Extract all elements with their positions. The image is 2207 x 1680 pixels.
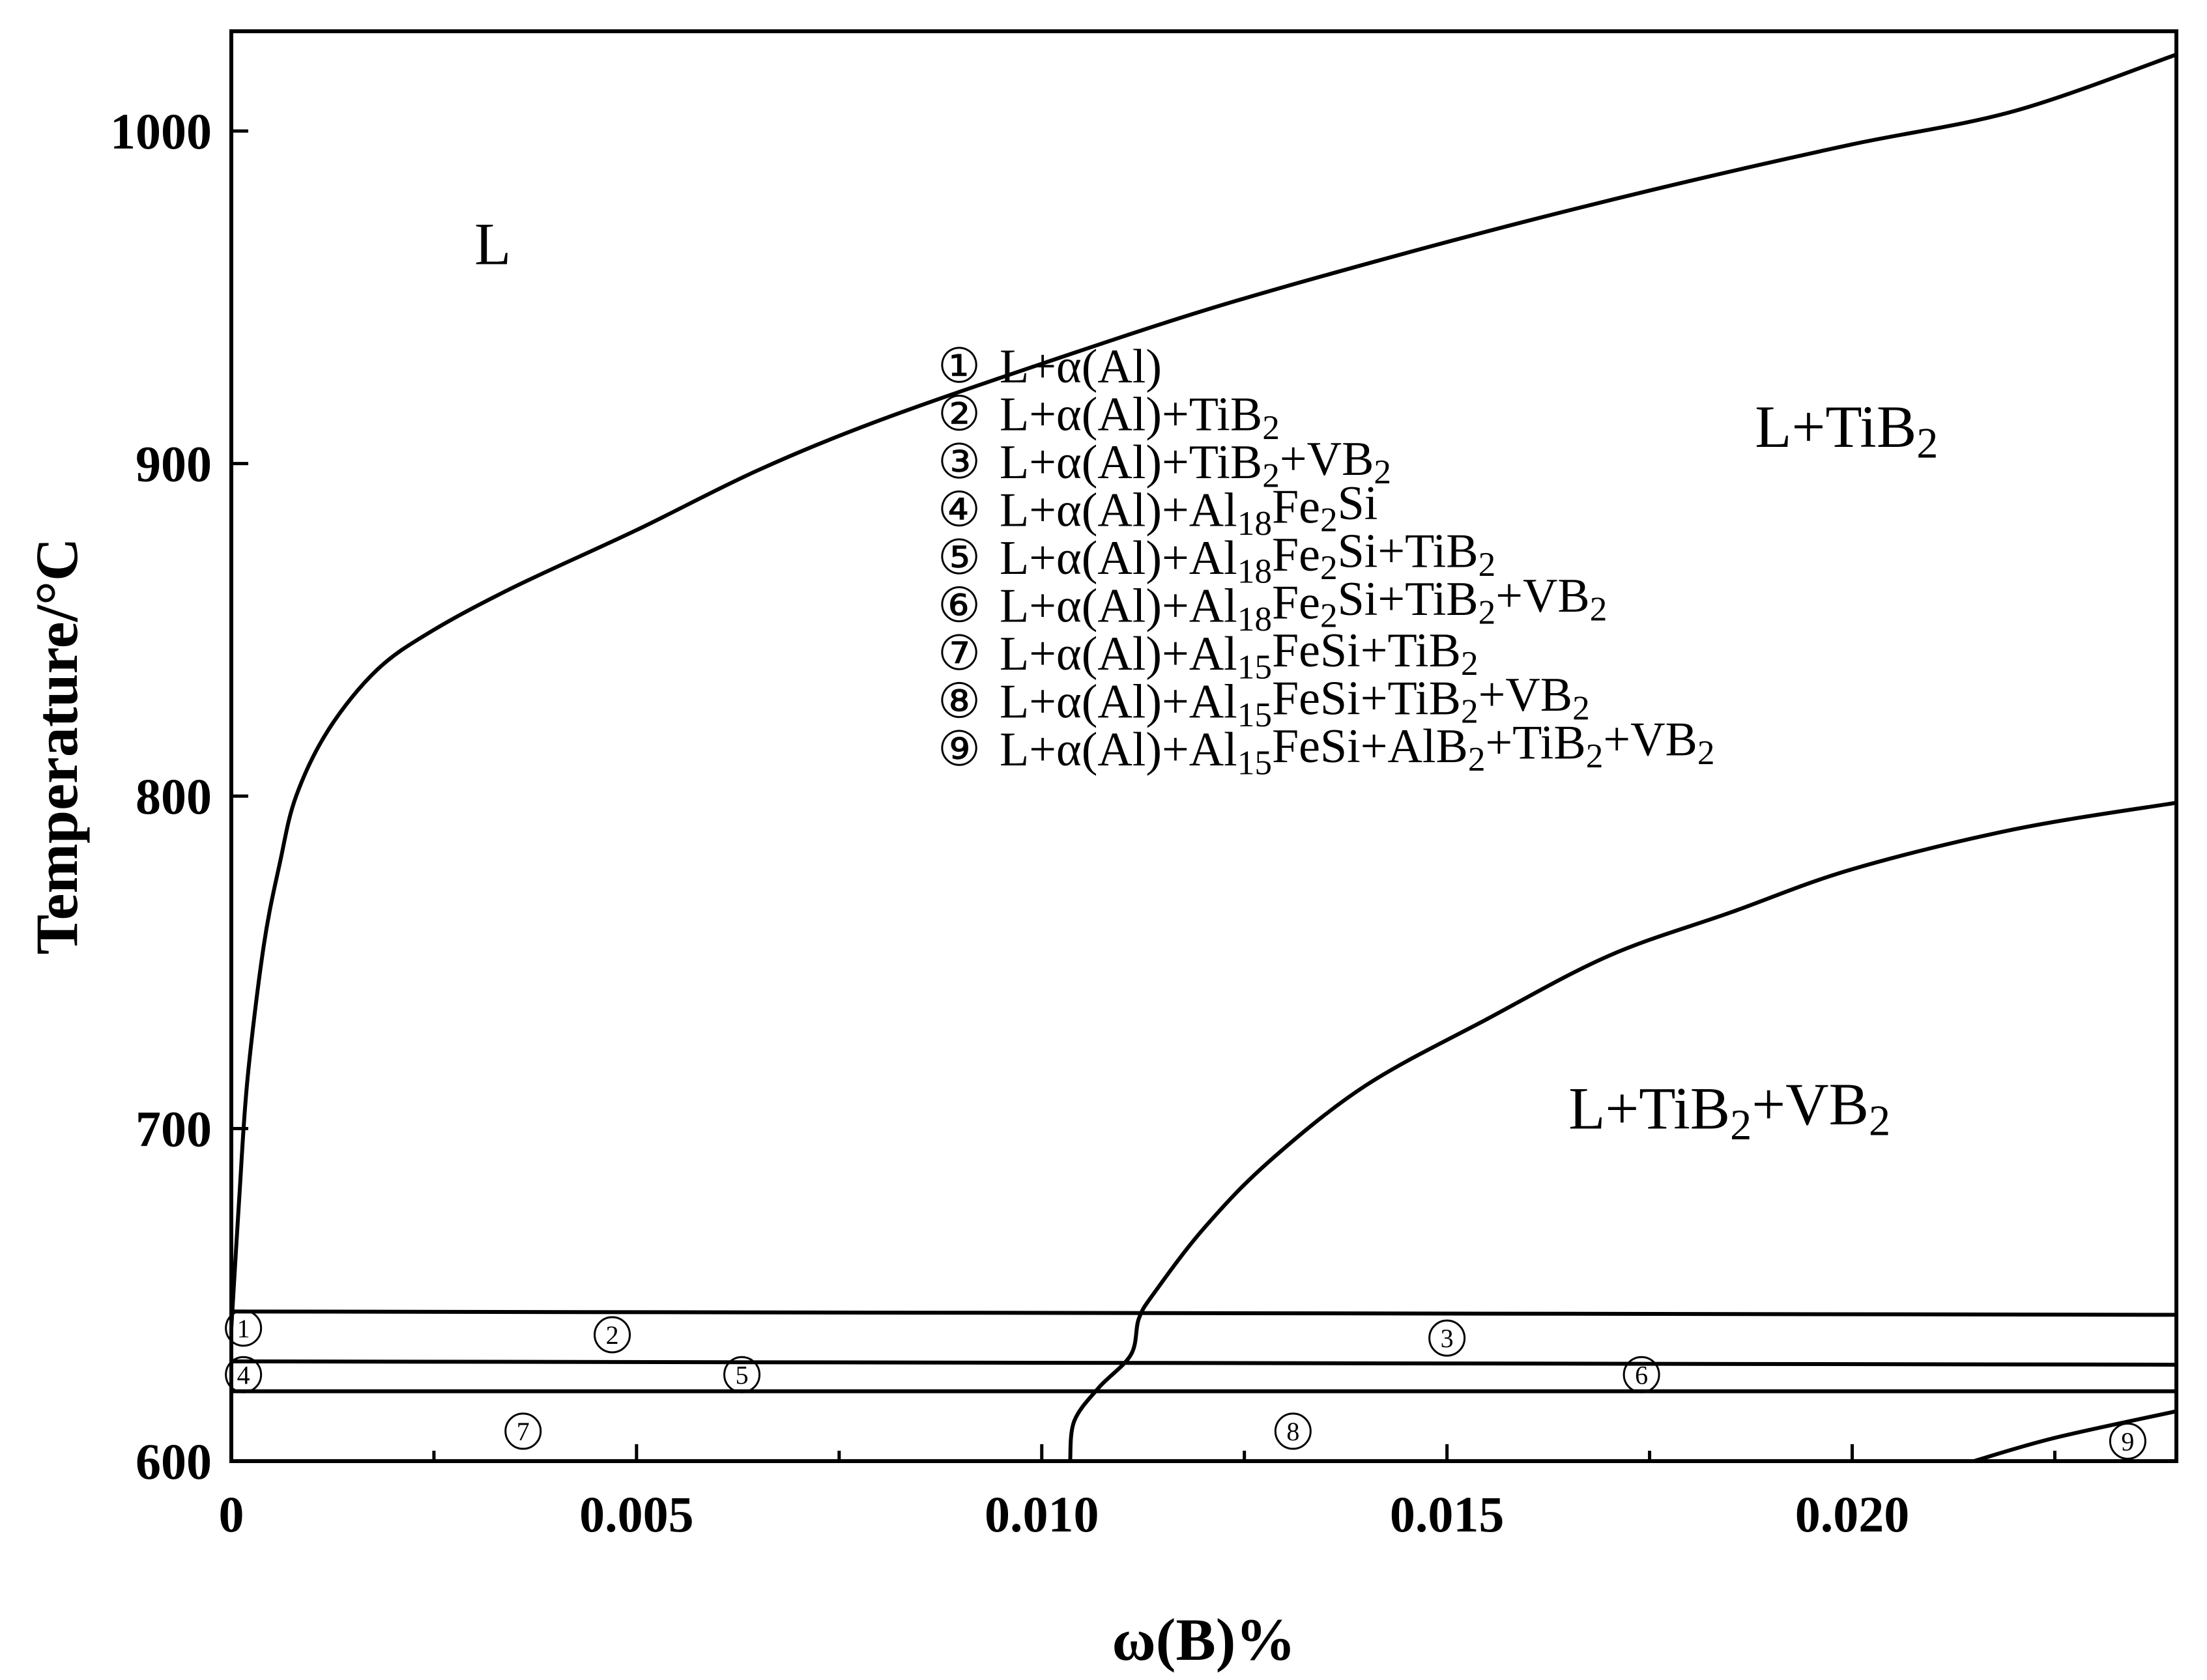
region-marker-8: 8 xyxy=(1274,1412,1312,1450)
x-tick-label: 0.020 xyxy=(1795,1486,1910,1543)
x-tick-label: 0 xyxy=(219,1486,244,1543)
legend-entry-7: L+α(Al)+Al15FeSi+TiB2 xyxy=(1000,624,1479,686)
series-layer xyxy=(229,52,2178,1463)
region-marker-circle xyxy=(225,1356,263,1393)
region-marker-2: 2 xyxy=(594,1316,631,1354)
region-marker-label: 1 xyxy=(237,1314,250,1343)
legend-number-4: ④ xyxy=(938,484,981,537)
series-line-2 xyxy=(1068,801,2178,1463)
legend-number-9: ⑨ xyxy=(938,723,981,776)
region-marker-7: 7 xyxy=(504,1412,542,1450)
region-labels-layer: L L+TiB2 L+TiB2+VB2 xyxy=(474,210,1938,1149)
region-marker-label: 7 xyxy=(517,1417,530,1446)
region-marker-label: 3 xyxy=(1441,1324,1454,1353)
legend-number-2: ② xyxy=(938,388,981,442)
y-tick-label: 700 xyxy=(136,1101,212,1158)
series-line-3 xyxy=(229,1309,2178,1317)
region-marker-circle xyxy=(723,1356,761,1393)
region-marker-4: 4 xyxy=(225,1356,263,1393)
region-marker-circle xyxy=(2109,1422,2146,1460)
legend-number-6: ⑥ xyxy=(938,580,981,633)
region-marker-label: 8 xyxy=(1286,1417,1299,1446)
legend-entry-9: L+α(Al)+Al15FeSi+AlB2+TiB2+VB2 xyxy=(1000,713,1715,782)
plot-frame xyxy=(229,29,2178,1463)
region-marker-label: 5 xyxy=(736,1360,749,1389)
region-marker-circle xyxy=(1428,1319,1466,1357)
y-axis-title: Temperature/°C xyxy=(23,538,90,955)
legend-number-5: ⑤ xyxy=(938,532,981,585)
region-label-3: L+TiB2+VB2 xyxy=(1568,1071,1890,1149)
legend-entry-1: L+α(Al) xyxy=(1000,340,1162,393)
legend-entry-3: L+α(Al)+TiB2+VB2 xyxy=(1000,433,1391,495)
region-marker-9: 9 xyxy=(2109,1422,2146,1460)
ticks-layer: 0 0.005 0.010 0.015 0.020 600 700 800 900 1000 xyxy=(110,103,2056,1543)
series-line-4 xyxy=(229,1359,2178,1367)
legend-number-3: ③ xyxy=(938,436,981,489)
region-label-1: L xyxy=(474,210,511,277)
legend-number-8: ⑧ xyxy=(938,676,981,729)
legend-entry-2: L+α(Al)+TiB2 xyxy=(1000,388,1280,447)
region-marker-circle xyxy=(1623,1356,1660,1393)
region-marker-label: 6 xyxy=(1635,1360,1648,1389)
region-marker-label: 2 xyxy=(606,1320,619,1350)
markers-layer: 1 2 3 4 5 6 7 8 9 xyxy=(225,1309,2146,1460)
x-axis-title: ω(B)% xyxy=(1112,1606,1296,1673)
y-tick-label: 800 xyxy=(136,768,212,825)
region-marker-circle xyxy=(1274,1412,1312,1450)
region-marker-circle xyxy=(504,1412,542,1450)
region-marker-1: 1 xyxy=(225,1309,263,1347)
legend-entry-8: L+α(Al)+Al15FeSi+TiB2+VB2 xyxy=(1000,668,1590,734)
series-line-6 xyxy=(1972,1409,2178,1463)
region-marker-circle xyxy=(594,1316,631,1354)
region-marker-label: 4 xyxy=(237,1360,250,1389)
x-tick-label: 0.015 xyxy=(1390,1486,1505,1543)
region-marker-6: 6 xyxy=(1623,1356,1660,1393)
legend-number-7: ⑦ xyxy=(938,627,981,681)
y-tick-label: 600 xyxy=(136,1433,212,1490)
y-tick-label: 1000 xyxy=(110,103,212,160)
region-marker-circle xyxy=(225,1309,263,1347)
legend-entry-5: L+α(Al)+Al18Fe2Si+TiB2 xyxy=(1000,525,1495,591)
legend-number-1: ① xyxy=(938,340,981,393)
x-tick-label: 0.010 xyxy=(985,1486,1099,1543)
legend-entry-4: L+α(Al)+Al18Fe2Si xyxy=(1000,477,1378,543)
region-label-2: L+TiB2 xyxy=(1755,393,1938,468)
legend-entry-6: L+α(Al)+Al18Fe2Si+TiB2+VB2 xyxy=(1000,569,1607,638)
region-marker-3: 3 xyxy=(1428,1319,1466,1357)
region-marker-5: 5 xyxy=(723,1356,761,1393)
y-tick-label: 900 xyxy=(136,436,212,492)
series-line-1 xyxy=(229,52,2178,1330)
x-tick-label: 0.005 xyxy=(579,1486,694,1543)
region-marker-label: 9 xyxy=(2121,1427,2134,1456)
